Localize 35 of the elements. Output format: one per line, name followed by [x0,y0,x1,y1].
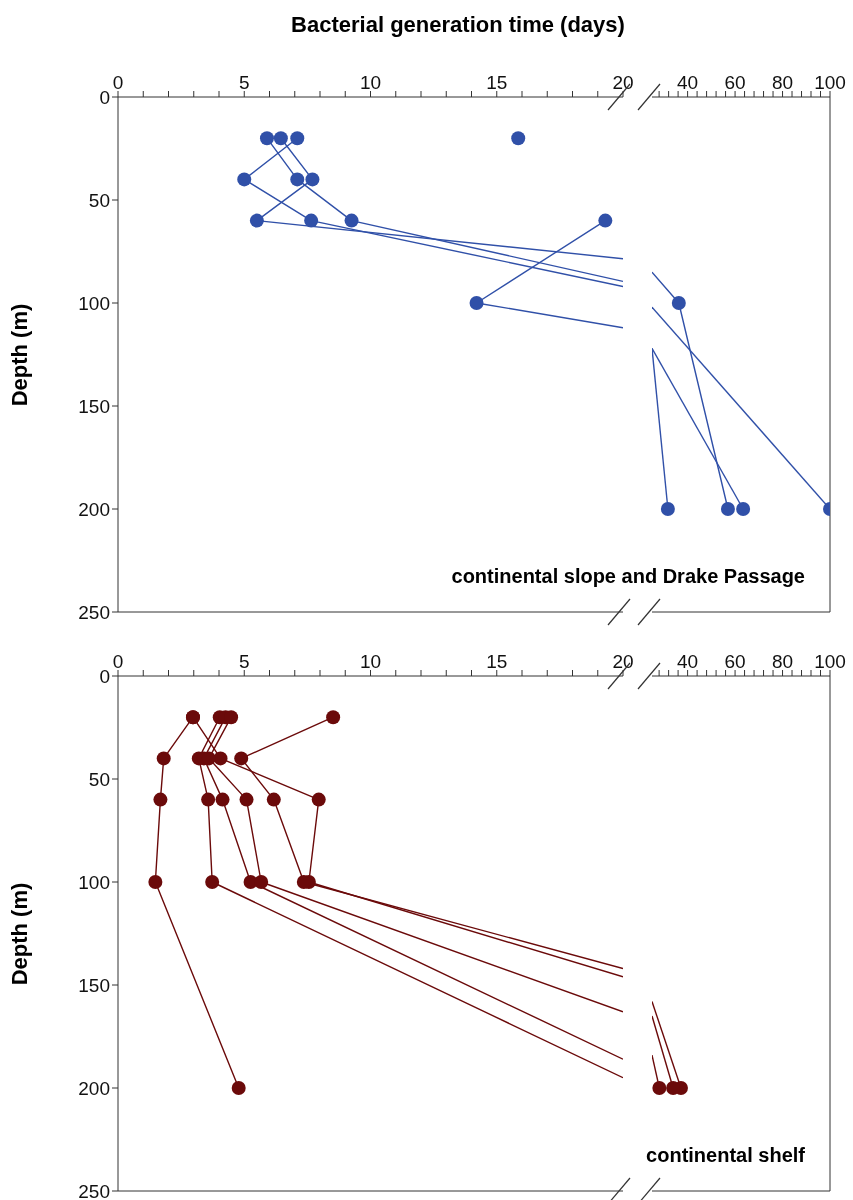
x-tick-label: 20 [612,72,634,93]
x-tick-label: 40 [677,651,699,672]
y-tick-label: 50 [88,189,110,211]
x-tick-label: 10 [359,72,382,93]
y-tick-label: 150 [78,974,110,996]
x-tick-label: 5 [238,72,250,93]
y-tick-label: 0 [99,665,110,687]
x-tick-label: 100 [814,651,846,672]
x-tick-label: 100 [814,72,846,93]
x-tick-label: 40 [677,72,699,93]
x-tick-label: 15 [486,651,508,672]
y-tick-label: 200 [78,1077,110,1099]
x-tick-label: 0 [112,651,124,672]
x-tick-label: 5 [238,651,250,672]
y-tick-label: 100 [78,292,110,314]
annotation: continental slope and Drake Passage [451,565,805,588]
x-tick-label: 0 [112,72,124,93]
annotation: continental shelf [646,1144,805,1167]
x-tick-label: 60 [724,651,746,672]
x-axis-title: Bacterial generation time (days) [290,12,626,38]
y-tick-label: 150 [78,395,110,417]
y-axis-title: Depth (m) [7,881,33,988]
y-tick-label: 100 [78,871,110,893]
y-tick-label: 200 [78,498,110,520]
y-tick-label: 0 [99,86,110,108]
y-tick-label: 250 [78,601,110,623]
y-tick-label: 50 [88,768,110,790]
x-tick-label: 20 [612,651,634,672]
y-axis-title: Depth (m) [7,302,33,409]
y-tick-label: 250 [78,1180,110,1200]
x-tick-label: 10 [359,651,382,672]
x-tick-label: 15 [486,72,508,93]
x-tick-label: 80 [771,72,794,93]
x-tick-label: 80 [771,651,794,672]
x-tick-label: 60 [724,72,746,93]
